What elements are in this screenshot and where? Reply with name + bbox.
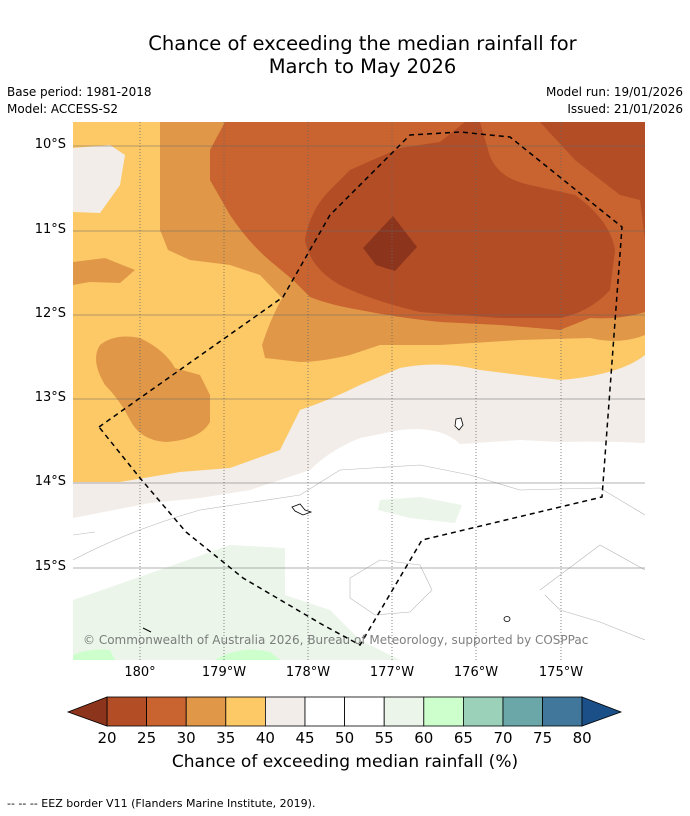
field-30-35-west (73, 258, 135, 285)
lon-label: 176°W (453, 665, 499, 680)
model-run: Model run: 19/01/2026 (545, 85, 683, 99)
probability-field (73, 122, 645, 660)
colorbar-cell (106, 696, 147, 727)
colorbar-tick-label: 30 (176, 729, 196, 747)
colorbar-tick-label: 70 (493, 729, 513, 747)
model-name: Model: ACCESS-S2 (7, 102, 119, 116)
colorbar-tick-label: 40 (255, 729, 275, 747)
colorbar-tick-label: 35 (216, 729, 236, 747)
lon-label: 177°W (369, 665, 415, 680)
lat-label: 12°S (34, 306, 66, 321)
colorbar-cells (106, 696, 583, 727)
lat-label: 11°S (34, 222, 66, 237)
island-b (291, 503, 313, 516)
lon-label: 175°W (538, 665, 584, 680)
colorbar-tick-label: 25 (137, 729, 157, 747)
colorbar-tick-label: 65 (453, 729, 473, 747)
colorbar-cell (146, 696, 187, 727)
chart-title: Chance of exceeding the median rainfall … (0, 32, 690, 78)
eez-legend-note: -- -- -- EEZ border V11 (Flanders Marine… (7, 797, 316, 810)
colorbar-cell (264, 696, 306, 727)
title-line-1: Chance of exceeding the median rainfall … (148, 32, 577, 55)
lon-label: 180° (124, 665, 156, 680)
field-below-20 (363, 216, 417, 271)
info-left: Base period: 1981-2018 Model: ACCESS-S2 (7, 84, 152, 118)
colorbar-tick-label: 55 (374, 729, 394, 747)
colorbar-cell (383, 696, 425, 727)
eez-border (97, 131, 623, 647)
island-a (454, 417, 464, 431)
colorbar-tick-label: 45 (295, 729, 315, 747)
lat-label: 15°S (34, 559, 66, 574)
contour-lines (73, 464, 645, 641)
field-20-25 (305, 122, 615, 318)
field-20-25-ne (480, 122, 645, 240)
field-60-65-a (73, 649, 115, 660)
base-period: Base period: 1981-2018 (7, 85, 152, 99)
colorbar-tick-label: 75 (533, 729, 553, 747)
issued-date: Issued: 21/01/2026 (567, 102, 683, 116)
colorbar-cell (304, 696, 345, 727)
copyright-notice: © Commonwealth of Australia 2026, Bureau… (83, 633, 589, 647)
info-right: Model run: 19/01/2026 Issued: 21/01/2026 (546, 84, 683, 118)
colorbar-cell (344, 696, 385, 727)
lat-label: 13°S (34, 390, 66, 405)
colorbar-low-arrow (66, 696, 108, 727)
colorbar-tick-label: 50 (335, 729, 355, 747)
colorbar-cell (502, 696, 543, 727)
colorbar-high-arrow (581, 696, 623, 727)
colorbar-cell (423, 696, 464, 727)
island-d (142, 627, 152, 633)
island-c (503, 616, 511, 622)
field-55-60-sw (73, 545, 400, 660)
colorbar-cell (225, 696, 266, 727)
colorbar-cell (185, 696, 227, 727)
field-60-65-b (215, 649, 280, 660)
lon-label: 178°W (285, 665, 331, 680)
field-55-60-mid (378, 497, 462, 523)
colorbar-cell (542, 696, 583, 727)
colorbar-tick-label: 60 (414, 729, 434, 747)
lon-label: 179°W (201, 665, 247, 680)
grid-lines (73, 122, 645, 660)
colorbar (66, 696, 623, 727)
colorbar-cell (462, 696, 504, 727)
lat-label: 14°S (34, 474, 66, 489)
title-line-2: March to May 2026 (268, 55, 457, 78)
colorbar-tick-label: 20 (97, 729, 117, 747)
colorbar-tick-label: 80 (572, 729, 592, 747)
lat-label: 10°S (34, 137, 66, 152)
colorbar-title: Chance of exceeding median rainfall (%) (171, 752, 519, 772)
